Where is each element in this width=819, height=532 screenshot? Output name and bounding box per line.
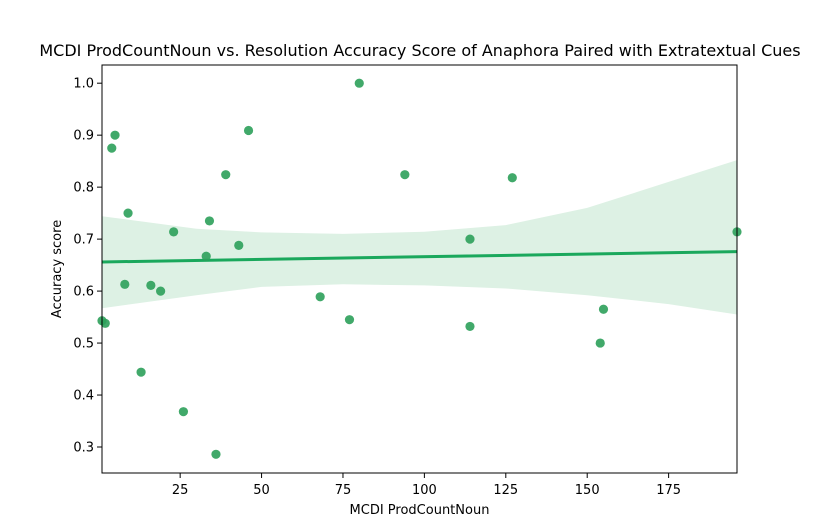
data-point: [465, 321, 475, 332]
data-point: [107, 143, 117, 153]
data-point: [201, 251, 211, 261]
plot-area: [97, 78, 742, 459]
data-points: [97, 78, 742, 459]
y-axis-ticks: 0.3 0.4 0.5 0.6 0.7 0.8 0.9 1.0: [73, 77, 102, 456]
data-point: [243, 125, 254, 136]
y-tick-label: 0.7: [73, 233, 94, 248]
data-point: [465, 234, 475, 244]
data-point: [146, 280, 156, 290]
y-tick-label: 0.6: [73, 285, 94, 300]
data-point: [507, 173, 517, 183]
x-tick-label: 125: [493, 483, 518, 498]
data-point: [123, 208, 133, 218]
data-point: [221, 170, 231, 180]
x-tick-label: 50: [253, 483, 270, 498]
data-point: [204, 216, 215, 226]
chart-title: MCDI ProdCountNoun vs. Resolution Accura…: [39, 41, 800, 60]
data-point: [598, 304, 609, 314]
data-point: [344, 315, 355, 325]
data-point: [211, 449, 221, 459]
y-tick-label: 1.0: [73, 77, 94, 92]
y-tick-label: 0.4: [73, 389, 94, 404]
y-tick-label: 0.9: [73, 129, 94, 144]
confidence-band: [102, 160, 737, 315]
x-axis-label: MCDI ProdCountNoun: [350, 503, 490, 518]
data-point: [234, 240, 244, 250]
x-tick-label: 75: [335, 483, 352, 498]
data-point: [178, 407, 189, 417]
x-tick-label: 25: [172, 483, 189, 498]
x-tick-label: 150: [575, 483, 600, 498]
data-point: [156, 286, 166, 296]
y-tick-label: 0.8: [73, 181, 94, 196]
y-axis-label: Accuracy score: [50, 220, 65, 318]
data-point: [136, 367, 146, 377]
data-point: [400, 170, 410, 180]
data-point: [110, 130, 120, 140]
data-point: [169, 227, 179, 237]
data-point: [120, 279, 130, 289]
data-point: [595, 338, 605, 348]
x-axis-ticks: 25 50 75 100 125 150 175: [172, 473, 681, 498]
y-tick-label: 0.3: [73, 441, 94, 456]
x-tick-label: 175: [656, 483, 681, 498]
data-point: [354, 78, 364, 88]
data-point: [100, 318, 110, 328]
plot-frame: [101, 64, 738, 474]
x-tick-label: 100: [412, 483, 437, 498]
data-point: [315, 292, 325, 302]
y-tick-label: 0.5: [73, 337, 94, 352]
